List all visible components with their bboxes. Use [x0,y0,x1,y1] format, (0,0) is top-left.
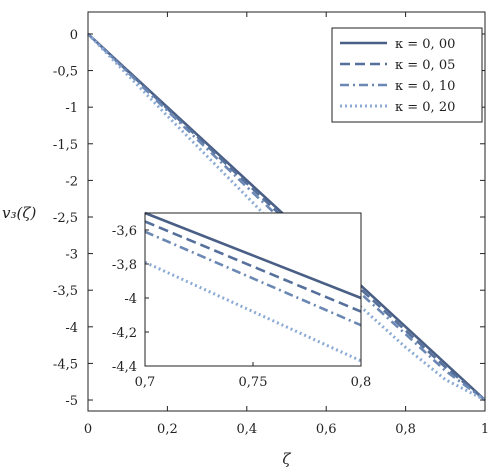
y-axis-label: v₃(ζ) [2,204,36,222]
y-tick-label: -3,5 [53,284,78,299]
y-tick-label: 0 [70,28,78,43]
series-line-3 [86,32,486,402]
plot-frame [87,11,486,412]
inset-series-line-1 [144,220,362,313]
inset-plot: 0,7 0,75 0,8 -3,6 -3,8 -4 -4,2 -4,4 [112,211,372,390]
inset-background [145,213,361,366]
y-tick-label: -4,5 [53,357,78,372]
legend-label-0: κ = 0, 00 [395,37,455,52]
x-tick-label: 0,4 [236,422,257,437]
y-tick-label: -5 [65,394,78,409]
x-axis-label: ζ [282,450,291,468]
x-tick-label: 0 [84,422,92,437]
legend: κ = 0, 00 κ = 0, 05 κ = 0, 10 κ = 0, 20 [331,27,483,123]
inset-x-tick-label: 0,7 [135,375,156,390]
series-line-1 [87,33,486,402]
x-tick-label: 0,6 [316,422,337,437]
main-plot: 0 0,2 0,4 0,6 0,8 1 0 -0,5 -1 -1,5 -2 -2,5 -3 -3,5 -4 -… [2,11,489,468]
legend-label-3: κ = 0, 20 [395,100,455,115]
legend-label-1: κ = 0, 05 [395,58,455,73]
inset-y-tick-label: -3,8 [112,258,137,273]
inset-x-tick-label: 0,8 [351,375,372,390]
x-tick-label: 0,2 [157,422,178,437]
y-tick-label: -1 [65,101,78,116]
x-tick-label: 0,8 [395,422,416,437]
y-tick-label: -0,5 [53,65,78,80]
legend-label-2: κ = 0, 10 [395,79,455,94]
y-tick-label: -3 [65,248,78,263]
inset-series-line-2 [144,230,362,327]
y-tick-label: -2 [65,174,78,189]
inset-y-tick-label: -4,4 [112,360,137,375]
y-tick-label: -2,5 [53,211,78,226]
y-tick-label: -4 [65,321,78,336]
inset-series-line-0 [144,211,362,300]
inset-y-tick-label: -4,2 [112,326,137,341]
inset-x-tick-label: 0,75 [239,375,268,390]
inset-y-tick-label: -3,6 [112,224,137,239]
y-tick-label: -1,5 [53,138,78,153]
inset-y-tick-label: -4 [124,292,137,307]
x-tick-label: 1 [481,422,489,437]
